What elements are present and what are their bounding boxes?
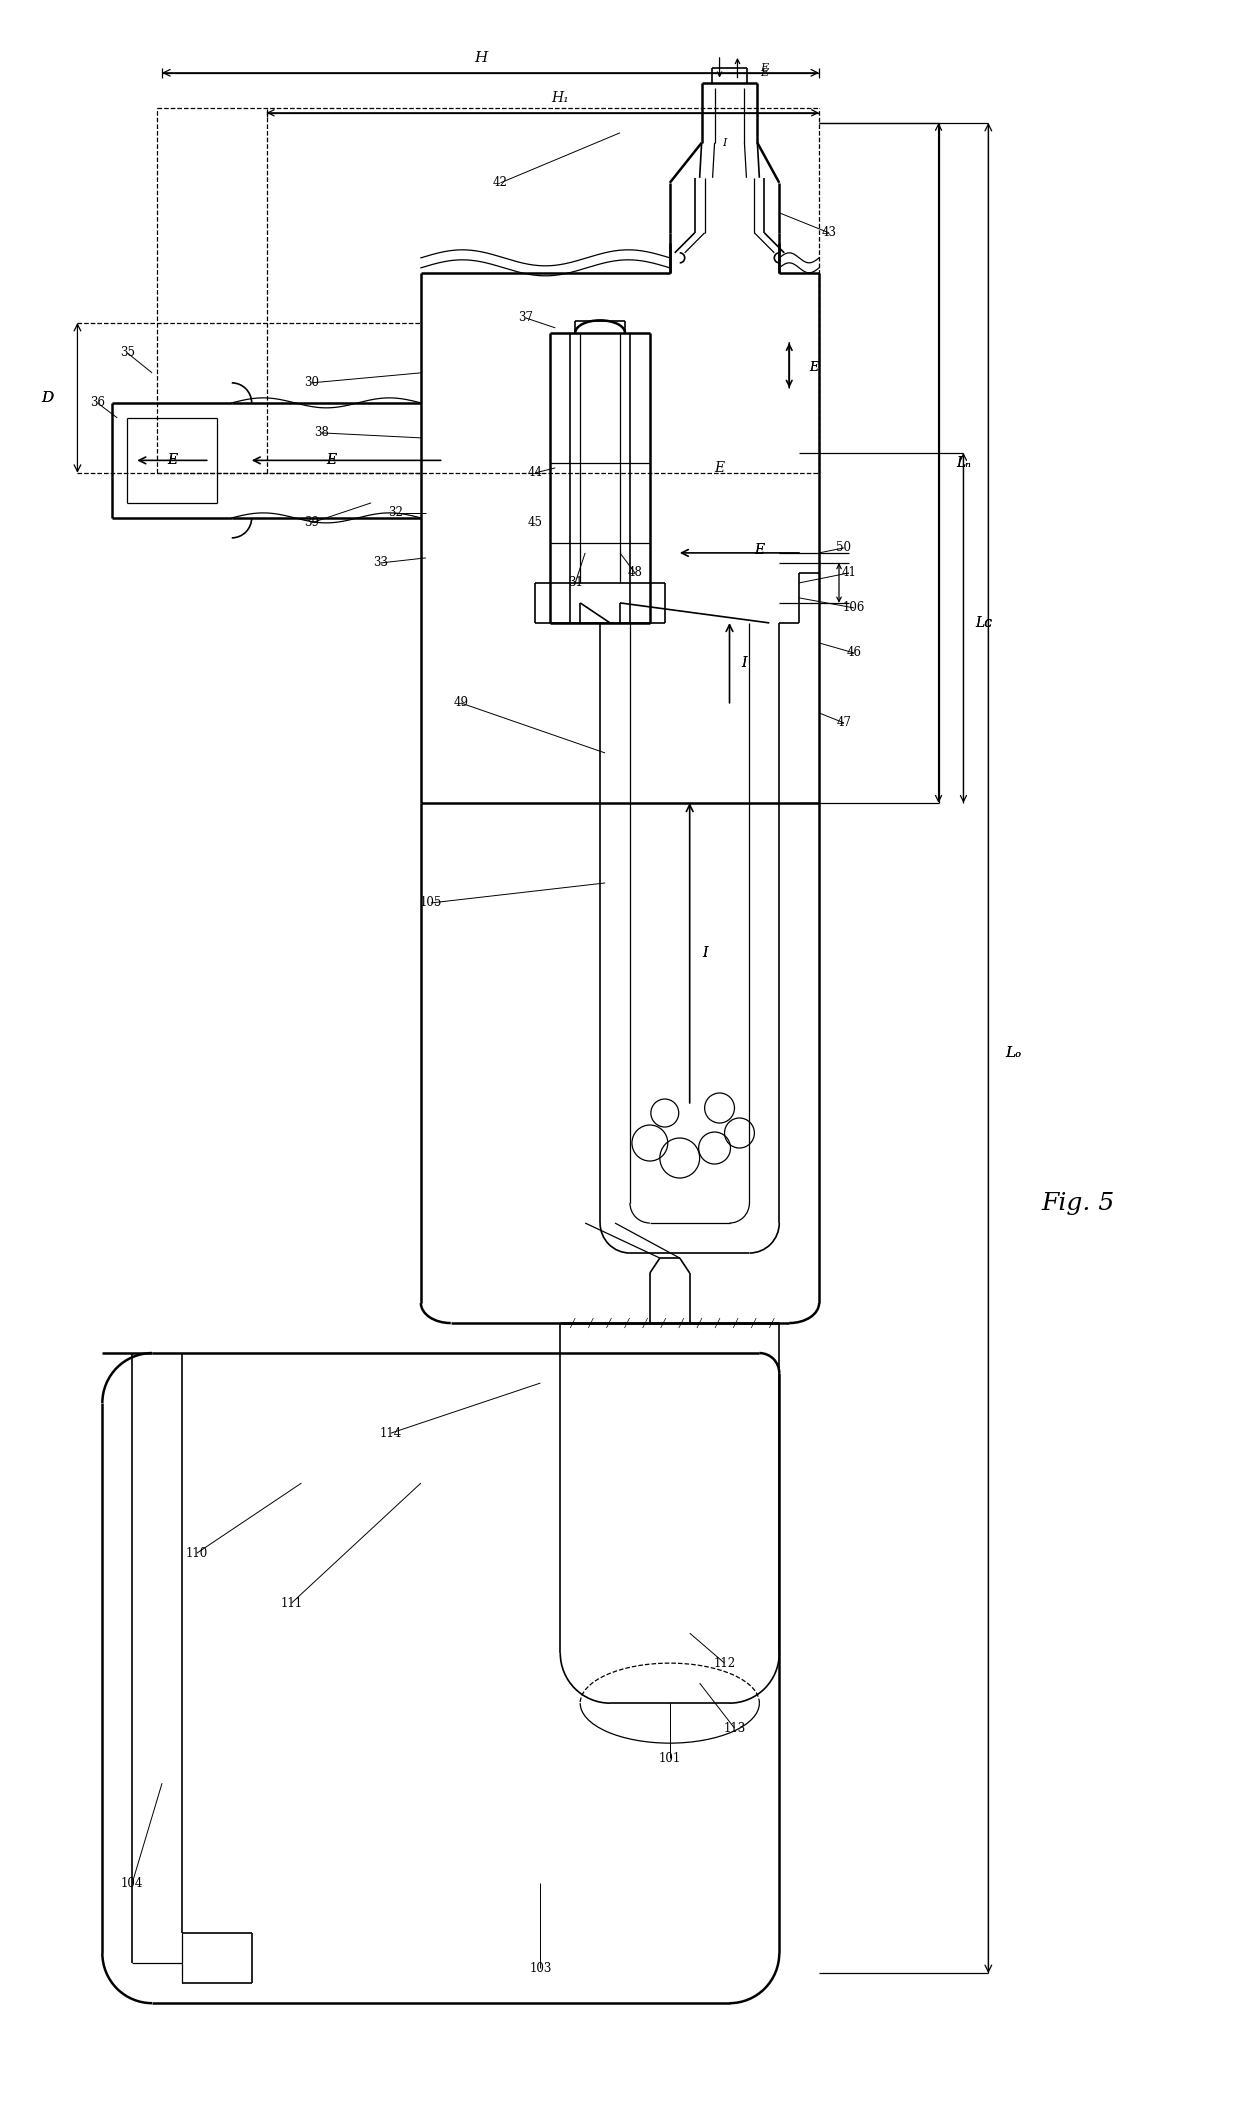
Text: 39: 39 xyxy=(304,516,319,529)
Text: Lₒ: Lₒ xyxy=(1006,1047,1022,1059)
Text: 47: 47 xyxy=(837,716,852,729)
Text: 110: 110 xyxy=(186,1546,208,1561)
Text: 42: 42 xyxy=(494,177,508,190)
Text: Lₒ: Lₒ xyxy=(1006,1047,1022,1059)
Text: 48: 48 xyxy=(627,567,642,579)
Text: 31: 31 xyxy=(568,577,583,590)
Text: Lᴄ: Lᴄ xyxy=(975,615,992,630)
Text: 49: 49 xyxy=(453,697,469,710)
Text: H: H xyxy=(474,51,487,65)
Text: H₁: H₁ xyxy=(552,91,569,105)
Text: 114: 114 xyxy=(379,1426,402,1441)
Text: 43: 43 xyxy=(822,225,837,240)
Text: Lₙ: Lₙ xyxy=(956,455,971,470)
Text: I: I xyxy=(742,655,748,670)
Text: E: E xyxy=(754,543,764,556)
Text: 33: 33 xyxy=(373,556,388,569)
Text: I: I xyxy=(742,655,748,670)
Text: I: I xyxy=(702,946,707,960)
Text: 50: 50 xyxy=(837,541,852,554)
Text: I: I xyxy=(702,946,707,960)
Text: E: E xyxy=(167,453,177,468)
Text: 30: 30 xyxy=(304,377,319,390)
Text: 101: 101 xyxy=(658,1752,681,1765)
Text: 35: 35 xyxy=(120,345,135,360)
Text: 45: 45 xyxy=(528,516,543,529)
Text: E: E xyxy=(167,453,177,468)
Text: 37: 37 xyxy=(518,312,533,324)
Text: E: E xyxy=(810,362,818,375)
Text: 41: 41 xyxy=(842,567,857,579)
Text: 38: 38 xyxy=(314,425,329,440)
Text: 32: 32 xyxy=(388,505,403,520)
Text: Fig. 5: Fig. 5 xyxy=(1042,1192,1115,1215)
Text: 113: 113 xyxy=(723,1721,745,1735)
Text: 112: 112 xyxy=(713,1657,735,1670)
Text: E: E xyxy=(326,453,336,468)
Text: D: D xyxy=(41,392,53,404)
Text: E: E xyxy=(754,543,764,556)
Text: 36: 36 xyxy=(89,396,105,409)
Text: 104: 104 xyxy=(122,1876,144,1889)
Text: 46: 46 xyxy=(847,647,862,659)
Text: 105: 105 xyxy=(419,897,441,910)
Text: 106: 106 xyxy=(843,602,866,615)
Text: E: E xyxy=(810,362,818,375)
Text: Lₙ: Lₙ xyxy=(956,455,971,470)
Text: E: E xyxy=(326,453,336,468)
Text: E: E xyxy=(760,67,769,78)
Text: E: E xyxy=(714,461,724,474)
Text: D: D xyxy=(41,392,53,404)
Text: I: I xyxy=(723,137,727,147)
Text: 111: 111 xyxy=(280,1596,303,1609)
Text: 103: 103 xyxy=(529,1961,552,1975)
Text: 44: 44 xyxy=(528,465,543,480)
Text: E: E xyxy=(760,63,769,74)
Text: Lᴄ: Lᴄ xyxy=(975,615,992,630)
